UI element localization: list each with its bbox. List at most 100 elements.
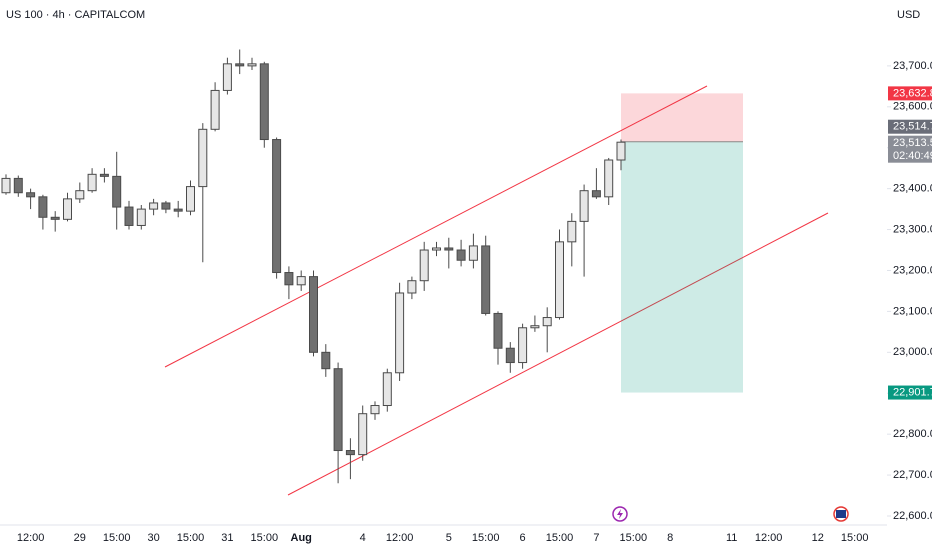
x-tick-label: 11 bbox=[726, 532, 737, 544]
stop-label-bg bbox=[888, 86, 932, 101]
x-tick-label: 12:00 bbox=[386, 532, 414, 544]
x-tick-label: 4 bbox=[360, 532, 366, 544]
candle-body bbox=[136, 208, 146, 226]
chart-title: US 100 · 4h · CAPITALCOM bbox=[6, 9, 145, 21]
candle-body bbox=[493, 312, 503, 349]
candle-body bbox=[13, 177, 23, 194]
candle-body bbox=[149, 202, 159, 210]
last-price-label-bg bbox=[888, 135, 932, 163]
countdown: 02:40:49 bbox=[893, 150, 932, 162]
candle-body bbox=[235, 63, 245, 67]
candle-body bbox=[112, 175, 122, 208]
x-tick-label: 15:00 bbox=[472, 532, 500, 544]
candle-body bbox=[99, 173, 109, 177]
x-tick-label: 15:00 bbox=[251, 532, 279, 544]
x-tick-label: 29 bbox=[74, 532, 86, 544]
y-tick-label: 23,300.0 bbox=[893, 223, 932, 235]
candle-body bbox=[579, 190, 589, 222]
y-tick-label: 23,700.0 bbox=[893, 60, 932, 72]
candle-body bbox=[173, 208, 183, 212]
y-tick-label: 23,200.0 bbox=[893, 264, 932, 276]
x-tick-label: 15:00 bbox=[841, 532, 869, 544]
candle-body bbox=[555, 241, 564, 319]
x-tick-label: 12 bbox=[812, 532, 824, 544]
stop-zone bbox=[621, 93, 743, 142]
candle-body bbox=[296, 276, 306, 286]
last-price-label: 23,513.5 bbox=[893, 137, 932, 149]
x-tick-label: 5 bbox=[446, 532, 452, 544]
y-tick-label: 23,000.0 bbox=[893, 346, 932, 358]
candle-body bbox=[542, 317, 552, 327]
candle-body bbox=[382, 372, 392, 407]
candle-body bbox=[222, 63, 232, 91]
target-label: 22,901.7 bbox=[893, 386, 932, 398]
x-tick-label: 6 bbox=[520, 532, 526, 544]
x-tick-label: 15:00 bbox=[546, 532, 574, 544]
candle-body bbox=[505, 347, 515, 364]
currency: USD bbox=[897, 9, 920, 21]
candle-body bbox=[345, 450, 355, 456]
x-tick-label: 12:00 bbox=[755, 532, 783, 544]
candle-body bbox=[124, 206, 134, 226]
candle-body bbox=[567, 220, 577, 243]
candle-body bbox=[370, 405, 380, 415]
flag-icon-fill bbox=[836, 510, 846, 518]
candle-body bbox=[456, 249, 466, 261]
y-tick-label: 23,600.0 bbox=[893, 101, 932, 113]
y-tick-label: 22,700.0 bbox=[893, 469, 932, 481]
candle-body bbox=[186, 186, 195, 212]
candle-body bbox=[272, 139, 282, 274]
y-tick-label: 22,800.0 bbox=[893, 428, 932, 440]
target-label-bg bbox=[888, 385, 932, 400]
candle-body bbox=[247, 63, 257, 67]
stop-label: 23,632.8 bbox=[893, 87, 932, 99]
candle-body bbox=[50, 216, 60, 220]
candle-body bbox=[284, 272, 294, 286]
candle-body bbox=[481, 245, 491, 314]
candle-body bbox=[518, 327, 528, 364]
candle-body bbox=[419, 249, 429, 282]
candle-body bbox=[87, 173, 97, 192]
x-tick-label: 12:00 bbox=[17, 532, 45, 544]
channel-upper bbox=[164, 85, 708, 368]
x-tick-label: 7 bbox=[593, 532, 599, 544]
candle-body bbox=[1, 177, 11, 194]
y-tick-label: 23,400.0 bbox=[893, 183, 932, 195]
candle-body bbox=[444, 247, 454, 251]
y-tick-label: 23,100.0 bbox=[893, 305, 932, 317]
candle-body bbox=[333, 368, 343, 452]
candle-body bbox=[198, 128, 208, 188]
candle-body bbox=[210, 89, 220, 130]
candle-body bbox=[468, 245, 478, 261]
target-zone bbox=[621, 141, 743, 393]
candle-body bbox=[309, 276, 318, 353]
candle-body bbox=[26, 192, 36, 198]
x-tick-label: 31 bbox=[221, 532, 233, 544]
candle-body bbox=[604, 159, 614, 198]
candle-body bbox=[259, 63, 269, 141]
candle-body bbox=[161, 202, 171, 210]
channel-lower bbox=[287, 212, 829, 496]
entry-label: 23,514.7 bbox=[893, 121, 932, 133]
y-tick-label: 22,600.0 bbox=[893, 510, 932, 522]
candle-body bbox=[38, 196, 48, 218]
x-tick-label: 8 bbox=[667, 532, 673, 544]
candle-body bbox=[616, 141, 626, 161]
event-icon-bolt bbox=[617, 509, 623, 519]
candle-body bbox=[530, 325, 540, 329]
candle-body bbox=[63, 198, 72, 220]
x-tick-label: 15:00 bbox=[177, 532, 205, 544]
x-tick-label: Aug bbox=[291, 532, 312, 544]
x-tick-label: 15:00 bbox=[103, 532, 131, 544]
candle-body bbox=[432, 247, 441, 251]
candle-body bbox=[591, 190, 601, 198]
candle-body bbox=[395, 292, 405, 374]
entry-label-bg bbox=[888, 119, 932, 134]
candle-body bbox=[358, 413, 368, 456]
candle-body bbox=[75, 190, 85, 200]
x-tick-label: 15:00 bbox=[620, 532, 648, 544]
candle-body bbox=[321, 351, 331, 370]
candle-body bbox=[407, 280, 417, 294]
x-tick-label: 30 bbox=[147, 532, 159, 544]
